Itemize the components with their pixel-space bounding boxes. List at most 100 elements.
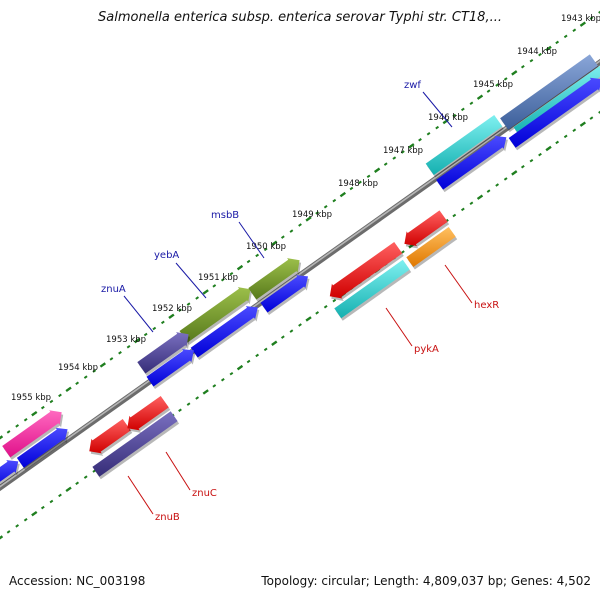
upper-ruler-tick — [400, 150, 405, 154]
lower-ruler-tick — [246, 359, 251, 364]
gene-pykA-label: pykA — [414, 344, 439, 355]
upper-ruler-tick — [495, 83, 500, 87]
lower-ruler-tick — [579, 121, 586, 127]
upper-ruler-tick — [442, 118, 449, 125]
upper-ruler-tick — [92, 369, 97, 373]
gene-block-steel-body — [500, 54, 598, 130]
gene-pykA-block-body — [334, 259, 410, 319]
lower-ruler-tick — [400, 250, 405, 254]
upper-ruler-tick — [435, 125, 440, 130]
gene-yebA-block-body — [179, 287, 251, 343]
lower-ruler-tick — [220, 378, 225, 382]
cds-forward-7 — [0, 460, 20, 486]
upper-ruler-tick — [49, 399, 54, 404]
gene-znuB-block-body — [92, 411, 178, 477]
upper-ruler-tick — [186, 302, 191, 306]
upper-ruler-tick — [58, 393, 62, 398]
lower-ruler-tick — [40, 505, 45, 510]
lower-ruler-tick — [511, 170, 518, 176]
cds-forward-5 — [146, 349, 196, 389]
lower-ruler-tick — [280, 335, 285, 339]
lower-ruler-tick — [529, 158, 534, 163]
gene-msbB-leader — [238, 221, 265, 259]
lower-ruler-tick — [31, 510, 38, 517]
gene-pykA-cds-body — [329, 242, 403, 299]
lower-ruler-tick — [289, 329, 294, 333]
lower-ruler-tick — [545, 145, 552, 152]
gene-pink-block-body — [2, 410, 62, 458]
lower-ruler-tick — [332, 298, 337, 303]
upper-ruler-tick — [366, 174, 371, 179]
lower-ruler-tick — [589, 116, 594, 120]
upper-ruler-tick — [195, 296, 200, 300]
lower-ruler-tick — [49, 499, 54, 504]
ruler-tick-label: 1952 kbp — [152, 304, 192, 314]
cds-forward-3-body — [190, 306, 258, 358]
gene-msbB-block-body — [248, 258, 300, 300]
upper-ruler-tick — [349, 186, 354, 191]
gene-yebA-leader — [175, 262, 207, 299]
upper-ruler-tick — [236, 264, 244, 271]
gene-msbB-label: msbB — [211, 210, 239, 221]
upper-ruler-tick — [280, 235, 285, 239]
lower-ruler-tick — [495, 183, 500, 187]
upper-ruler-tick — [529, 58, 534, 63]
gene-znuA-block — [137, 332, 191, 376]
gene-yebA-block — [179, 287, 252, 345]
ruler-tick-label: 1950 kbp — [246, 242, 286, 252]
upper-ruler-tick — [452, 113, 457, 118]
lower-ruler-tick — [555, 140, 560, 145]
topology-label: Topology: circular; Length: 4,809,037 bp… — [261, 574, 591, 588]
gene-hexR-label: hexR — [474, 300, 499, 311]
gene-znuA-label: znuA — [101, 284, 126, 295]
upper-ruler-tick — [426, 131, 431, 136]
upper-ruler-tick — [255, 253, 260, 258]
upper-ruler-tick — [332, 198, 337, 203]
gene-block-teal-top-body — [513, 65, 600, 135]
upper-ruler-tick — [598, 10, 600, 14]
ruler-tick-label: 1953 kbp — [106, 335, 146, 345]
ruler-tick-label: 1954 kbp — [58, 363, 98, 373]
upper-ruler-tick — [298, 223, 302, 227]
accession-label: Accession: NC_003198 — [9, 574, 146, 588]
gene-zwf-leader — [422, 91, 453, 128]
lower-ruler-tick — [452, 213, 457, 218]
cds-forward-2 — [436, 135, 508, 193]
lower-ruler-tick — [538, 152, 542, 157]
upper-ruler-tick — [178, 308, 182, 312]
upper-ruler-tick — [65, 386, 72, 393]
gene-msbB-block — [248, 258, 302, 302]
ruler-tick-label: 1949 kbp — [292, 210, 332, 220]
gene-pykA-leader — [385, 307, 413, 347]
upper-ruler-tick — [83, 375, 88, 379]
upper-ruler-tick — [6, 430, 11, 434]
upper-ruler-tick — [289, 229, 294, 233]
upper-ruler-tick — [40, 405, 45, 410]
upper-ruler-tick — [572, 28, 577, 32]
upper-ruler-tick — [392, 156, 397, 160]
upper-ruler-tick — [538, 52, 542, 57]
lower-ruler-tick — [469, 201, 474, 206]
lower-ruler-tick — [563, 134, 568, 139]
lower-ruler-tick — [263, 347, 268, 352]
lower-ruler-tick — [202, 389, 209, 395]
gene-pykA-block — [334, 259, 412, 321]
gene-pykA-cds — [329, 242, 404, 301]
gene-znuC-cds — [89, 419, 133, 456]
cds-forward-1-body — [508, 77, 600, 148]
upper-ruler-tick — [23, 418, 28, 422]
gene-block-steel — [500, 54, 600, 133]
upper-ruler-tick — [315, 211, 320, 215]
upper-ruler-tick — [168, 313, 175, 320]
gene-znuC-cds-2 — [127, 396, 171, 433]
gene-pink-block — [2, 410, 64, 460]
ruler-tick-label: 1948 kbp — [338, 179, 378, 189]
upper-ruler-tick — [374, 167, 381, 173]
gene-yebA-label: yebA — [154, 250, 179, 261]
gene-hexR-cds — [404, 210, 450, 249]
cds-forward-1 — [508, 77, 600, 151]
upper-ruler-tick — [486, 89, 491, 93]
upper-ruler-tick — [563, 34, 568, 39]
lower-ruler-tick — [23, 518, 28, 522]
lower-ruler-tick — [298, 323, 302, 327]
